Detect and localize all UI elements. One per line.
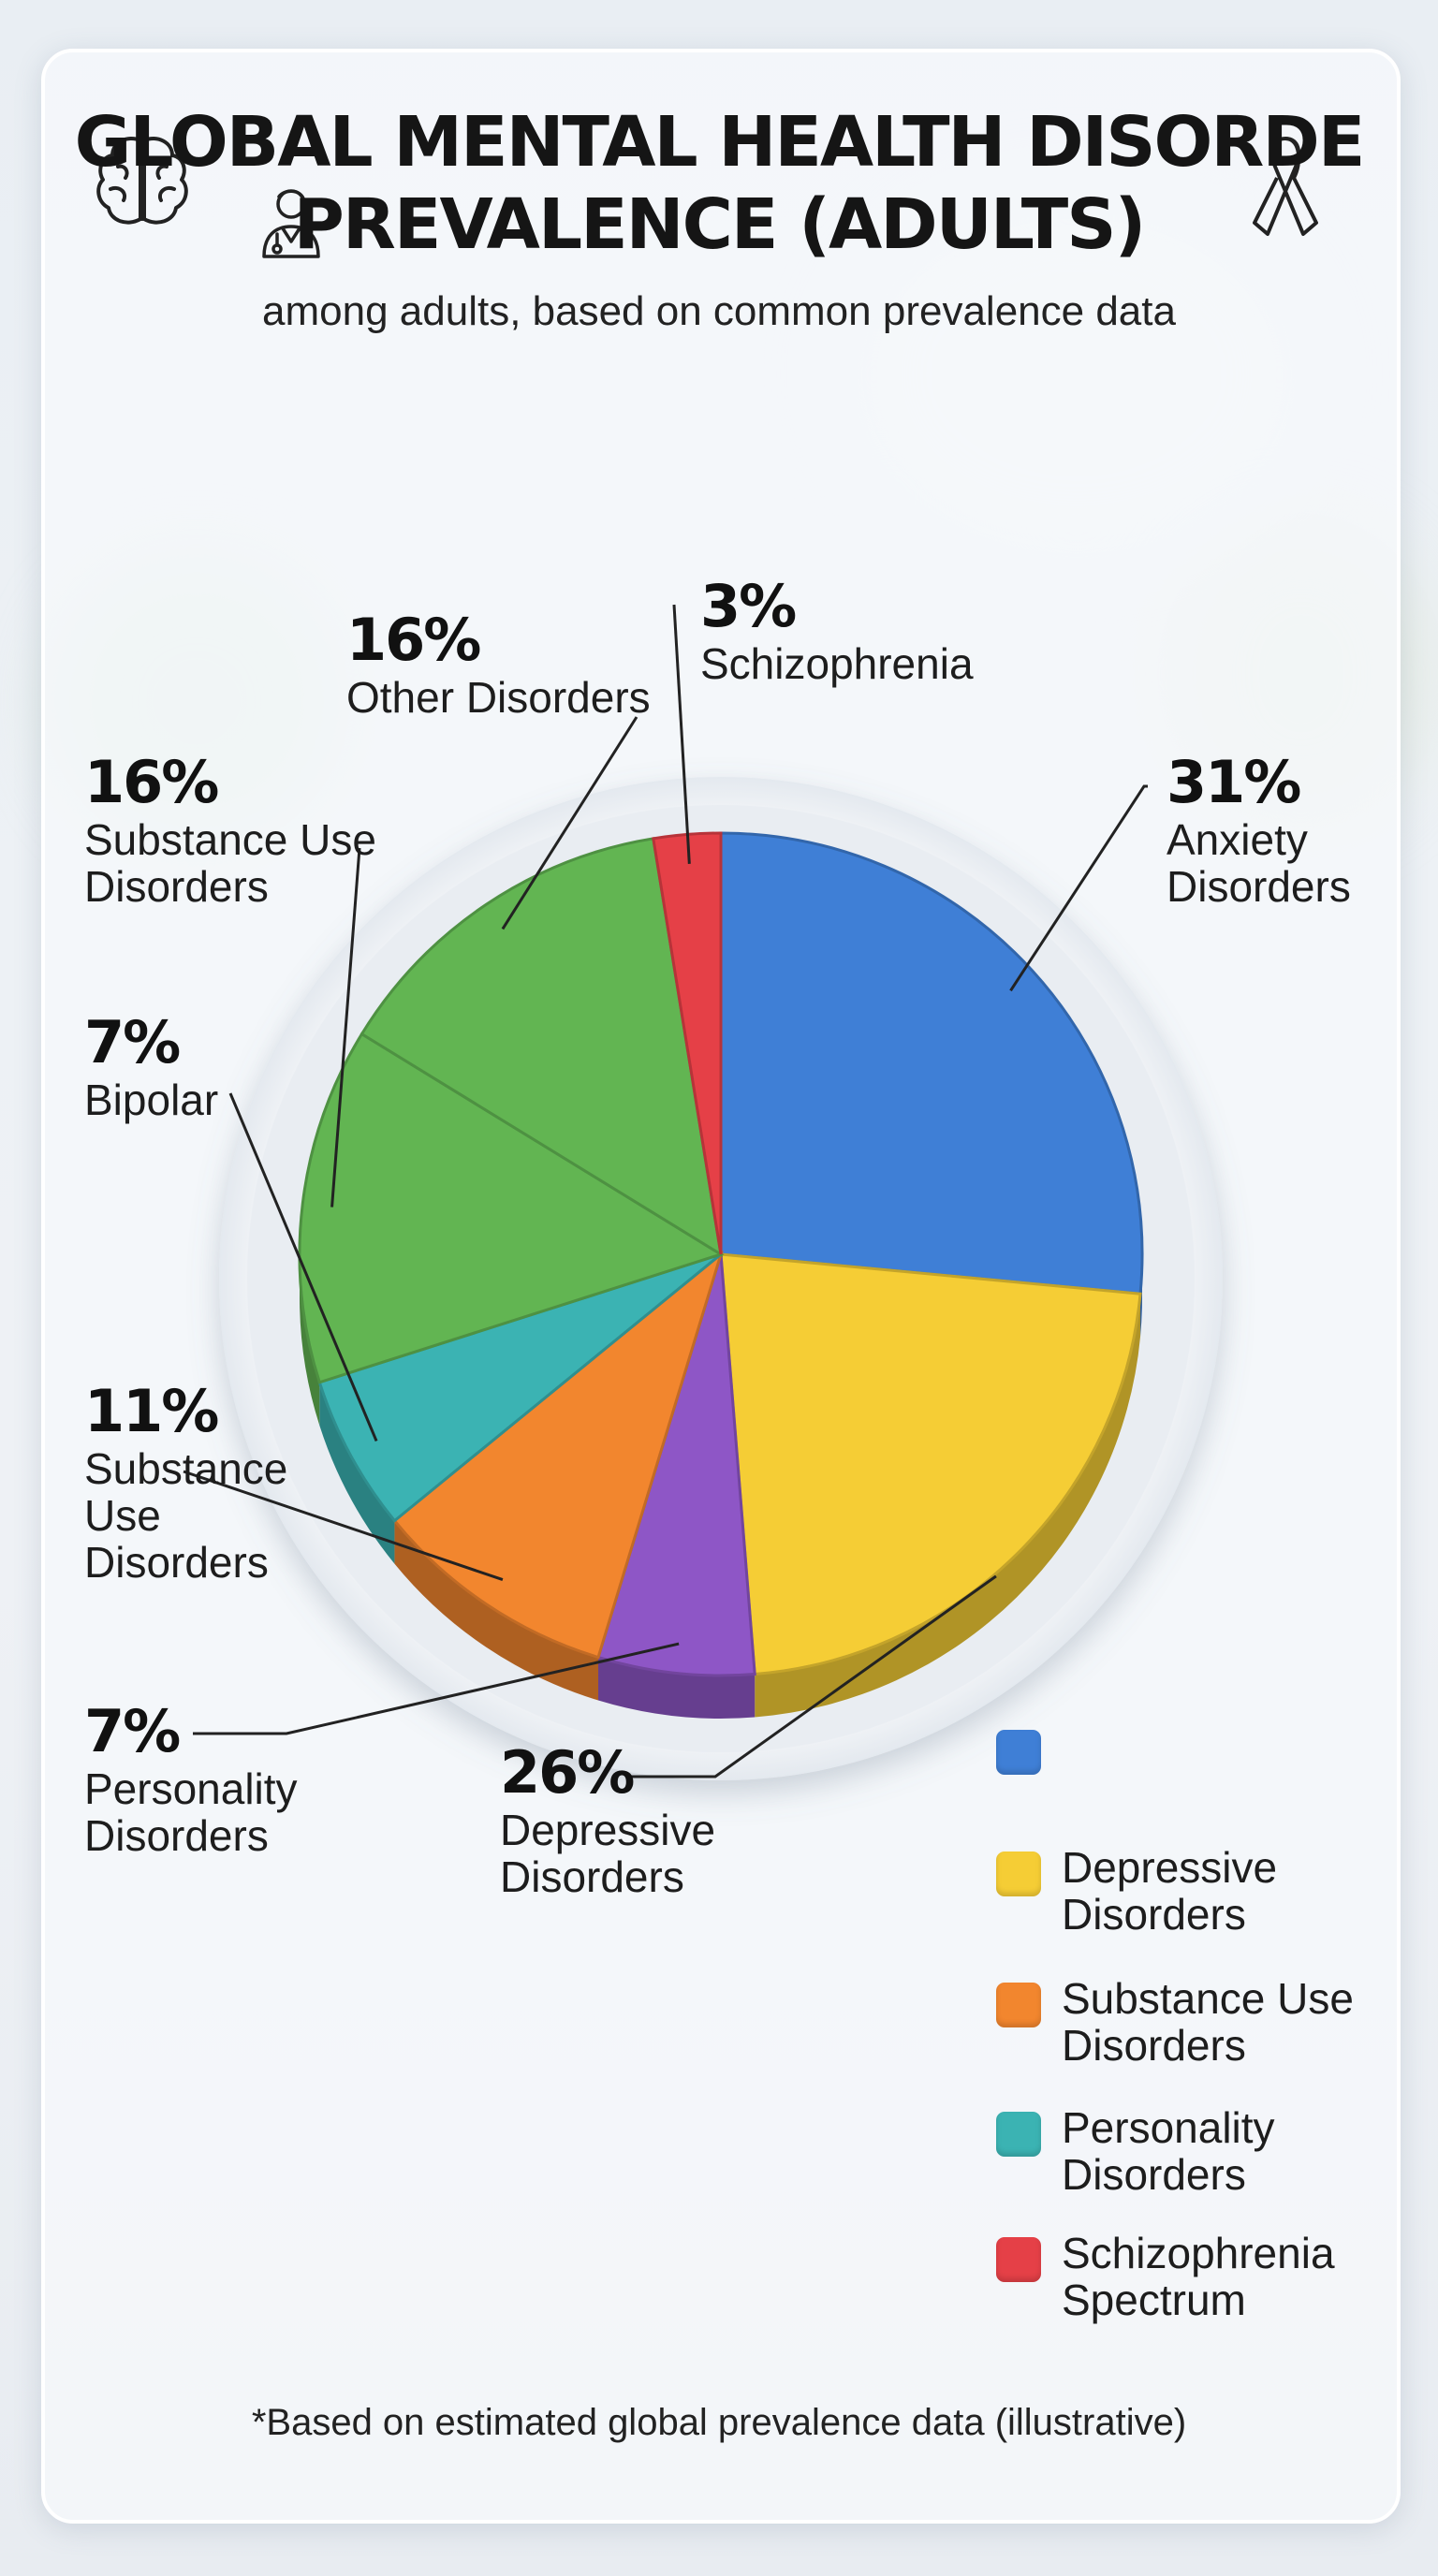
callout-substance-upper-pct: 16%: [84, 748, 219, 816]
callout-schizophrenia-name: Schizophrenia: [700, 639, 974, 688]
callout-bipolar: 7% Bipolar: [84, 1008, 219, 1124]
chart-title-line2: PREVALENCE (ADULTS): [293, 184, 1147, 265]
leader-line: [330, 847, 361, 1208]
legend-swatch: [996, 1730, 1041, 1775]
footnote: *Based on estimated global prevalence da…: [251, 2402, 1187, 2443]
pie-slice-side: [300, 1254, 320, 1426]
callout-personality: 7% Personality Disorders: [84, 1697, 298, 1860]
callout-substance-lower-name: Substance Use Disorders: [84, 1444, 288, 1587]
legend-swatch: [996, 1983, 1041, 2027]
callout-personality-pct: 7%: [84, 1697, 181, 1765]
callout-depressive-pct: 26%: [500, 1738, 635, 1807]
legend-label: Substance Use Disorders: [1062, 1974, 1354, 2070]
callout-bipolar-name: Bipolar: [84, 1076, 219, 1124]
callout-personality-name: Personality Disorders: [84, 1764, 298, 1860]
brain-icon: [96, 137, 188, 225]
legend-swatch: [996, 1852, 1041, 1896]
chart-title-line1: GLOBAL MENTAL HEALTH DISORDE: [74, 102, 1366, 183]
chart-subtitle: among adults, based on common prevalence…: [262, 288, 1176, 334]
pie-slice-personality-disorders-2: [596, 1253, 756, 1677]
pie-slice-depressive-disorders-1: [719, 1252, 1142, 1676]
callout-anxiety: 31% Anxiety Disorders: [1167, 748, 1351, 911]
callout-anxiety-pct: 31%: [1167, 748, 1301, 816]
pie-slice-side: [598, 1657, 756, 1719]
pie-slice-anxiety-disorders-0: [719, 831, 1144, 1295]
callout-bipolar-pct: 7%: [84, 1008, 181, 1076]
callout-other-pct: 16%: [346, 606, 481, 674]
leader-line: [672, 604, 691, 864]
pie-slice-other-disorders-6: [360, 837, 724, 1257]
pie-slice-substance-use-disorders-3: [392, 1250, 724, 1660]
callout-anxiety-name: Anxiety Disorders: [1167, 815, 1351, 911]
callout-substance-use-lower: 11% Substance Use Disorders: [84, 1377, 288, 1587]
leader-line: [1009, 784, 1148, 992]
doctor-icon: [262, 189, 320, 258]
callout-substance-use-upper: 16% Substance Use Disorders: [84, 748, 376, 911]
pie-slice-side: [319, 1382, 395, 1564]
callout-other-name: Other Disorders: [346, 673, 651, 722]
leader-line: [193, 1642, 680, 1735]
callout-schizophrenia-pct: 3%: [700, 572, 797, 640]
leader-line: [228, 1092, 378, 1442]
callout-substance-upper-name: Substance Use Disorders: [84, 815, 376, 911]
leader-line: [627, 1574, 997, 1778]
pie-slice-side: [755, 1294, 1141, 1718]
leader-line: [501, 716, 638, 930]
legend-label: Schizophrenia Spectrum: [1062, 2229, 1335, 2324]
pie-slice-side: [394, 1520, 599, 1701]
callout-depressive-name: Depressive Disorders: [500, 1806, 716, 1901]
legend-swatch: [996, 2237, 1041, 2282]
callout-other: 16% Other Disorders: [346, 606, 651, 722]
callout-depressive: 26% Depressive Disorders: [500, 1738, 716, 1901]
legend-swatch: [996, 2112, 1041, 2157]
leader-line: [183, 1470, 504, 1581]
callout-substance-lower-pct: 11%: [84, 1377, 219, 1445]
pie-slice-bipolar-4: [317, 1252, 722, 1523]
legend-label: Personality Disorders: [1062, 2103, 1275, 2199]
awareness-ribbon-icon: [1253, 137, 1318, 236]
legend-label: Depressive Disorders: [1062, 1843, 1278, 1939]
callout-schizophrenia: 3% Schizophrenia: [700, 572, 974, 688]
